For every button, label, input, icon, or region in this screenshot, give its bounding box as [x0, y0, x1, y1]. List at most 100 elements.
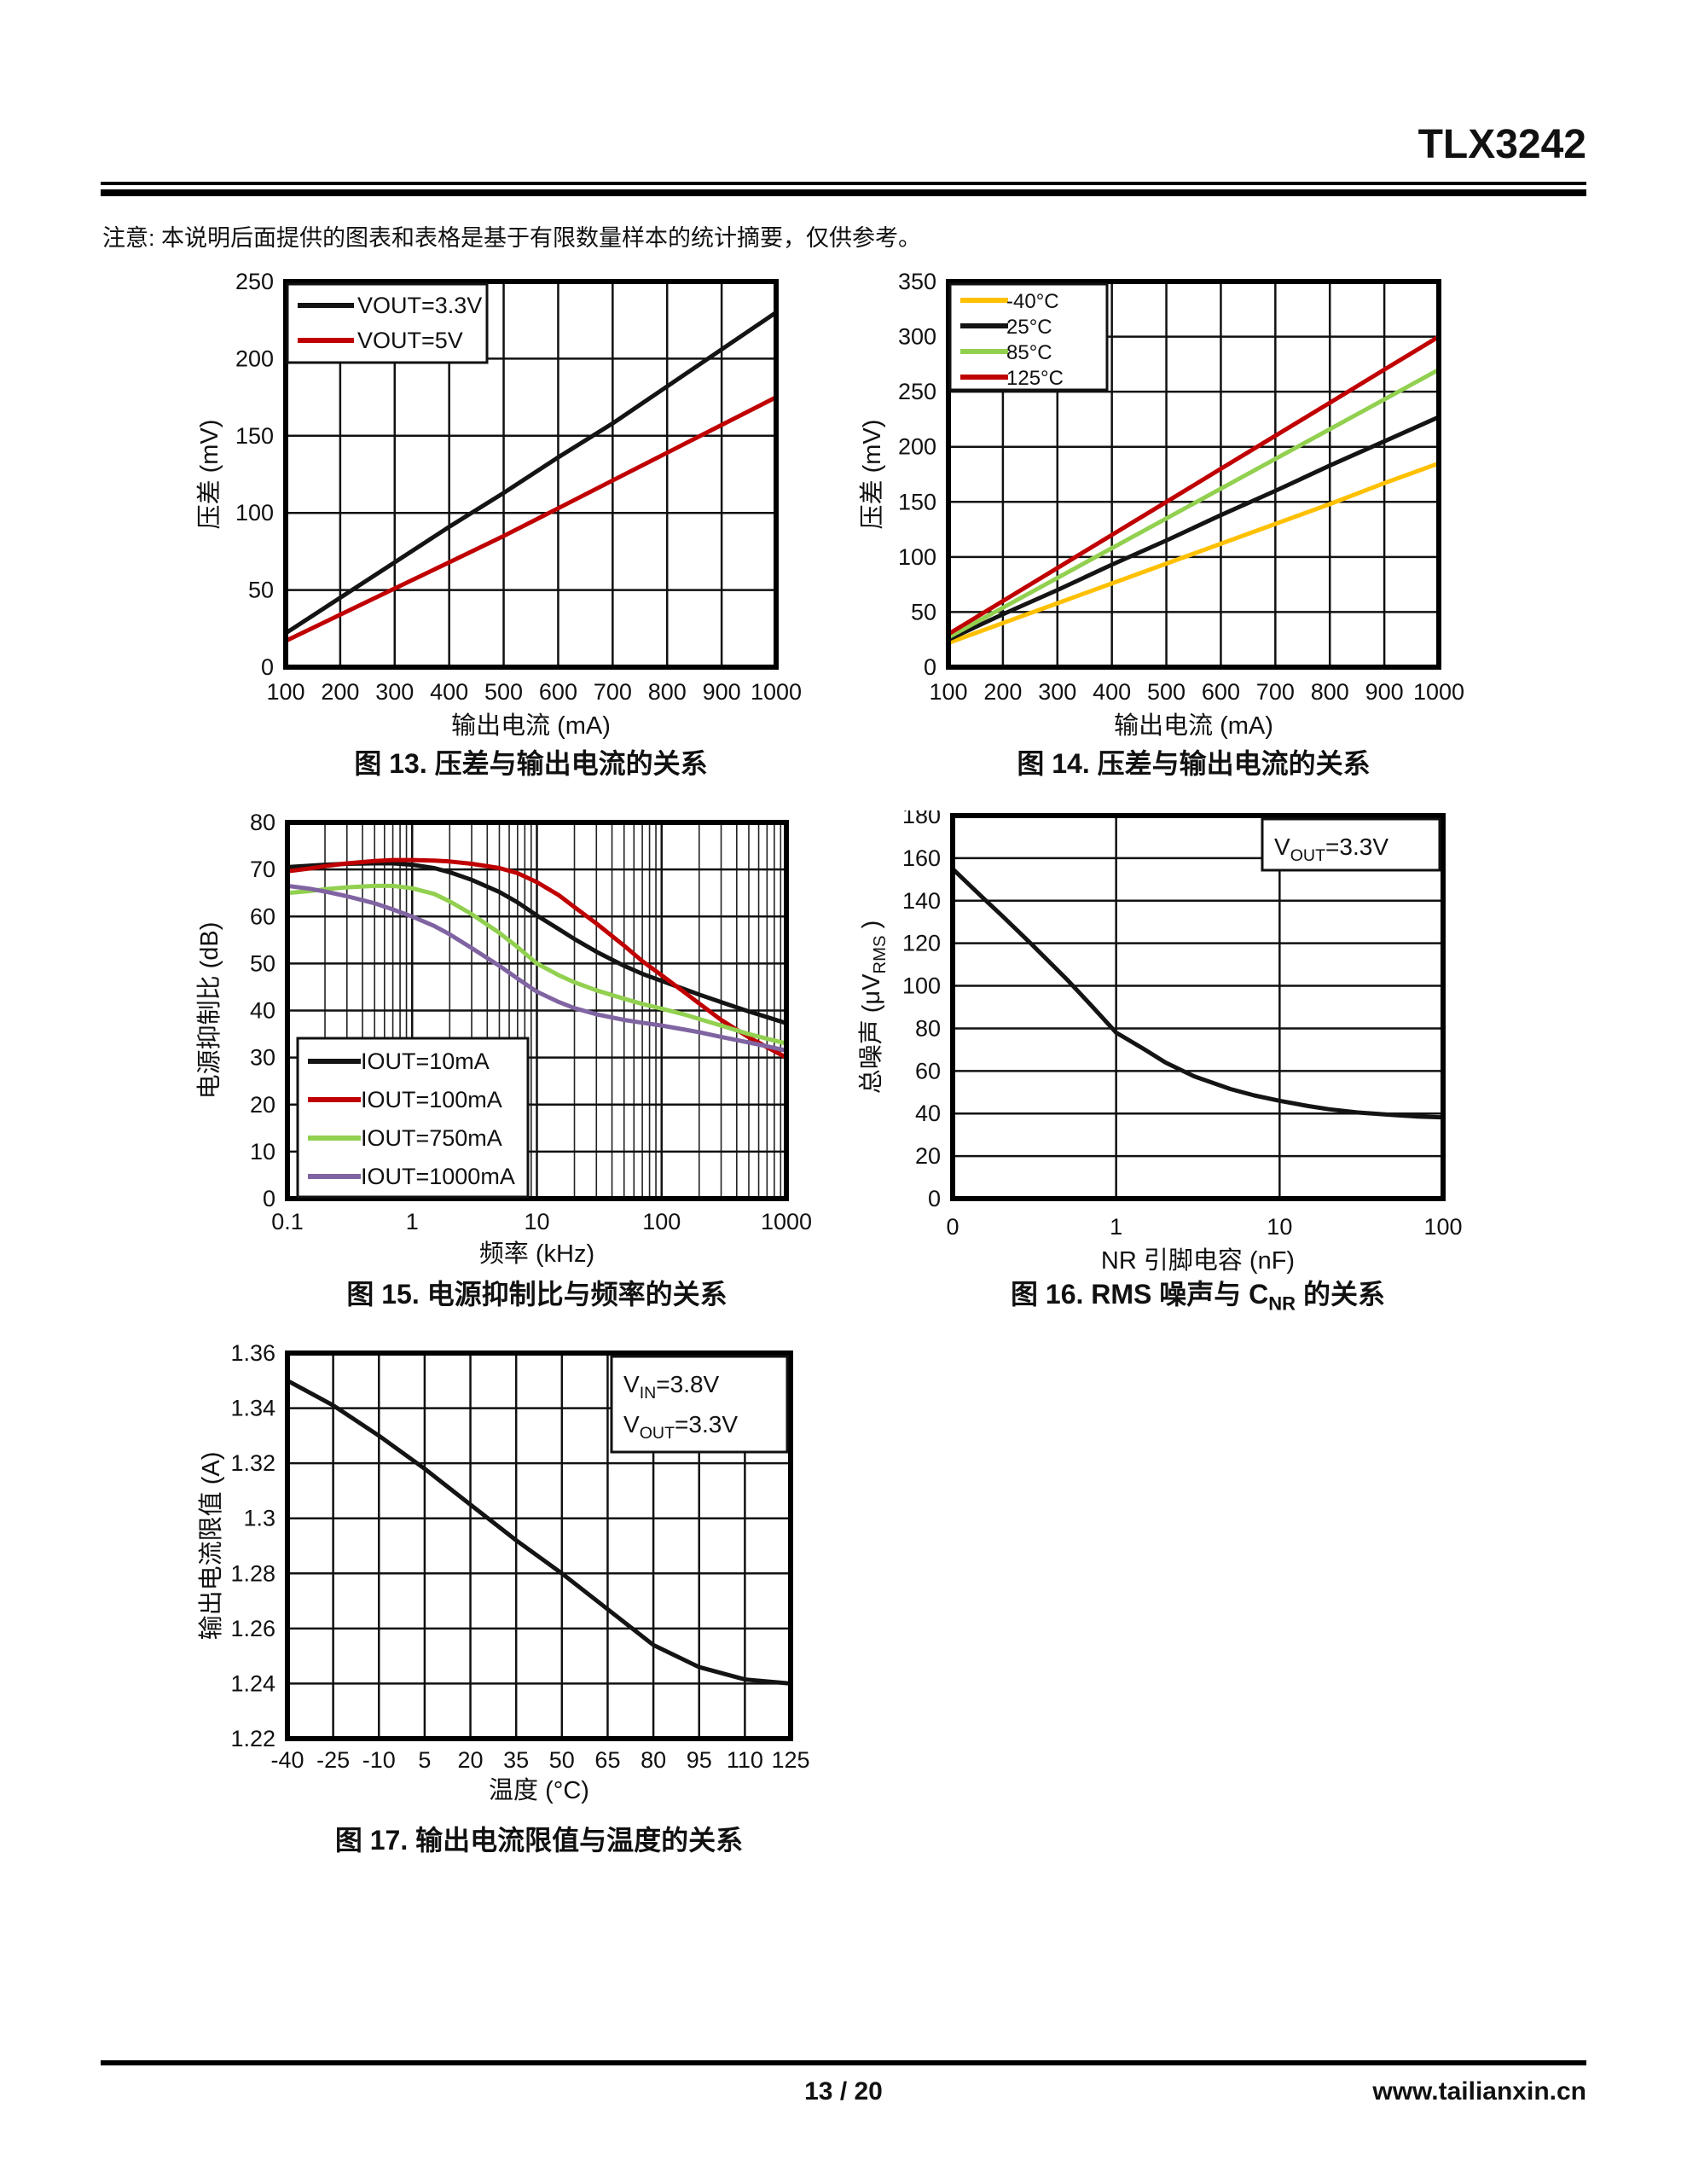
y-axis-title: 压差 (mV) [195, 420, 223, 530]
x-tick-label: 200 [983, 679, 1022, 705]
x-axis-title: NR 引脚电容 (nF) [1101, 1246, 1295, 1275]
y-axis-title: 输出电流限值 (A) [197, 1452, 225, 1641]
chart-13-canvas: 100 200 300 400 500 600 700 800 900 1000 0 50 100 150… [195, 271, 802, 740]
legend-label: -40°C [1006, 290, 1059, 313]
annotation-label: VOUT=3.3V [1274, 834, 1388, 865]
figure-16-caption: 图 16. RMS 噪声与 CNR 的关系 [1011, 1279, 1385, 1315]
legend-label: 125°C [1006, 367, 1064, 390]
y-tick-label: 1.32 [230, 1450, 275, 1476]
x-tick-label: 100 [642, 1209, 681, 1234]
series-line-IOUT=1000mA [285, 883, 789, 1053]
y-tick-label: 180 [902, 810, 941, 828]
plot-border [285, 1350, 793, 1741]
annotation-label: VIN=3.8V [623, 1371, 720, 1403]
series-group [946, 334, 1441, 646]
x-tick-label: 800 [1311, 679, 1349, 705]
annotation: VIN=3.8V VOUT=3.3V [610, 1355, 789, 1454]
y-tick-label: 300 [898, 324, 936, 350]
x-tick-label: 800 [648, 679, 687, 705]
grid [953, 814, 1443, 1200]
x-tick-label: 1000 [1413, 679, 1464, 705]
x-tick-label: 1000 [761, 1209, 812, 1234]
series-line-IOUT=100mA [285, 857, 789, 1060]
legend-box [286, 282, 489, 364]
figure-17: -40 -25 -10 5 20 35 50 65 80 95 110 125 1.22 1.24 1.26… [149, 1341, 840, 1877]
series-line-VOUT=5V [283, 395, 779, 643]
y-tick-label: 30 [250, 1045, 275, 1071]
y-tick-label: 1.28 [230, 1560, 275, 1586]
figure-14: 100 200 300 400 500 600 700 800 900 1000 0 50 100 150… [810, 271, 1493, 796]
series-line-VOUT=3.3V [283, 310, 779, 636]
legend-label: IOUT=10mA [361, 1048, 490, 1074]
x-tick-label: 500 [484, 679, 523, 705]
x-tick-label: 300 [375, 679, 414, 705]
y-tick-label: 0 [261, 654, 274, 680]
legend: -40°C 25°C85°C 125°C [948, 282, 1109, 392]
y-tick-label: 40 [915, 1101, 941, 1126]
y-tick-label: 60 [915, 1058, 941, 1083]
series-group [283, 310, 779, 643]
series-group [285, 857, 789, 1060]
y-tick-label: 60 [250, 903, 275, 929]
x-tick-label: 0.1 [271, 1209, 304, 1234]
series-line-IOUT=10mA [285, 861, 789, 1025]
legend-label: IOUT=750mA [361, 1125, 502, 1151]
legend-label: IOUT=100mA [361, 1087, 502, 1112]
figure-16: 0 1 10 100 0 20 40 60 80 100 120 140 160 180 NR 引脚电容 (… [810, 810, 1493, 1327]
x-axis-title: 频率 (kHz) [479, 1240, 594, 1268]
y-tick-label: 120 [902, 931, 941, 956]
x-tick-label: 10 [524, 1209, 549, 1234]
y-tick-label: 350 [898, 271, 936, 294]
x-tick-label: 95 [687, 1747, 712, 1773]
x-tick-label: 100 [266, 679, 304, 705]
y-tick-label: 40 [250, 998, 275, 1024]
y-tick-label: 1.22 [230, 1726, 275, 1751]
y-tick-label: 1.24 [230, 1670, 275, 1696]
chart-14-canvas: 100 200 300 400 500 600 700 800 900 1000 0 50 100 150… [858, 271, 1464, 740]
legend: IOUT=10mA IOUT=100mA IOUT=750mA IOUT=1000mA [296, 1037, 530, 1199]
legend-box [296, 1037, 530, 1199]
y-tick-label: 70 [250, 857, 275, 882]
annotation-box [610, 1355, 789, 1454]
x-tick-label: 1 [406, 1209, 419, 1234]
y-tick-label: 50 [250, 950, 275, 976]
x-tick-label: 5 [418, 1747, 431, 1773]
y-tick-label: 0 [263, 1186, 275, 1211]
y-tick-label: 80 [250, 810, 275, 835]
figure-15-caption: 图 15. 电源抑制比与频率的关系 [346, 1279, 728, 1310]
x-tick-label: 80 [641, 1747, 666, 1773]
doc-title: TLX3242 [1417, 122, 1586, 167]
header-rule [101, 182, 1586, 196]
chart-16-canvas: 0 1 10 100 0 20 40 60 80 100 120 140 160 180 NR 引脚电容 (… [857, 810, 1463, 1275]
x-tick-label: 100 [929, 679, 967, 705]
y-tick-label: 200 [898, 434, 936, 460]
legend-label: 25°C [1006, 316, 1052, 339]
figure-17-caption: 图 17. 输出电流限值与温度的关系 [334, 1825, 744, 1856]
x-tick-label: 20 [458, 1747, 484, 1773]
y-tick-label: 250 [235, 271, 274, 294]
series-line-125°C [946, 334, 1441, 636]
x-axis-title: 温度 (°C) [489, 1776, 589, 1804]
footer-rule [101, 2060, 1586, 2065]
x-tick-label: 400 [1093, 679, 1131, 705]
x-tick-label: 200 [321, 679, 359, 705]
figure-13-caption: 图 13. 压差与输出电流的关系 [354, 748, 708, 779]
plot-border [950, 813, 1446, 1201]
x-axis-title: 输出电流 (mA) [1114, 712, 1273, 740]
x-tick-label: 900 [1365, 679, 1404, 705]
x-tick-label: -25 [316, 1747, 350, 1773]
y-tick-label: 1.3 [243, 1506, 275, 1531]
series-line--40°C [946, 461, 1441, 646]
figure-14-caption: 图 14. 压差与输出电流的关系 [1017, 748, 1371, 779]
series-group [950, 866, 1446, 1120]
footer-page-number: 13 / 20 [804, 2077, 883, 2106]
x-tick-label: 1 [1110, 1214, 1122, 1240]
figure-13: 100 200 300 400 500 600 700 800 900 1000 0 50 100 150… [149, 271, 832, 796]
note-text: 注意: 本说明后面提供的图表和表格是基于有限数量样本的统计摘要，仅供参考。 [102, 225, 922, 251]
annotation-label: VOUT=3.3V [623, 1411, 738, 1443]
x-tick-label: 300 [1038, 679, 1076, 705]
y-tick-label: 1.26 [230, 1616, 275, 1641]
annotation-box [1261, 817, 1441, 872]
plot-border [946, 279, 1441, 670]
annotation: VOUT=3.3V [1261, 817, 1441, 872]
